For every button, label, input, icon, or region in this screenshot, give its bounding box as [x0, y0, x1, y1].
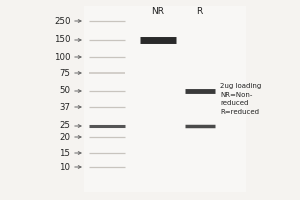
- Text: 37: 37: [59, 102, 70, 112]
- FancyBboxPatch shape: [84, 6, 246, 192]
- Text: 25: 25: [59, 121, 70, 130]
- Text: 75: 75: [59, 68, 70, 77]
- Text: 20: 20: [59, 132, 70, 142]
- Text: 2ug loading
NR=Non-
reduced
R=reduced: 2ug loading NR=Non- reduced R=reduced: [220, 83, 262, 115]
- Text: 100: 100: [54, 52, 70, 62]
- Text: 15: 15: [59, 148, 70, 158]
- Text: R: R: [196, 7, 202, 16]
- Text: NR: NR: [151, 7, 164, 16]
- Text: 50: 50: [59, 86, 70, 95]
- Text: 150: 150: [54, 36, 70, 45]
- Text: 10: 10: [59, 162, 70, 171]
- Text: 250: 250: [54, 17, 70, 25]
